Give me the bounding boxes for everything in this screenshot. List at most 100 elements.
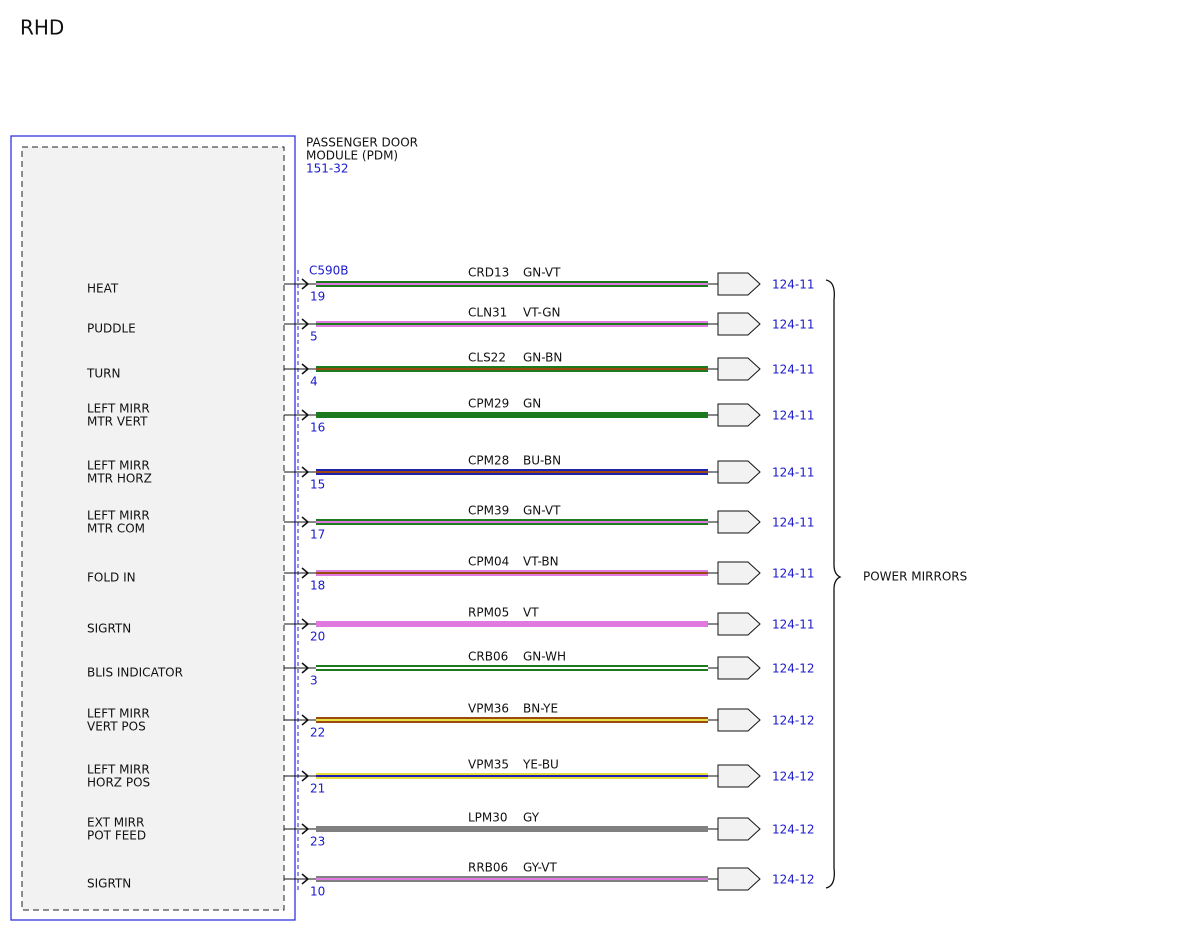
page-ref: 124-11	[772, 466, 815, 480]
circuit-label: MTR COM	[87, 522, 145, 536]
circuit-label: POT FEED	[87, 829, 146, 843]
wire-stripe	[316, 471, 708, 473]
pin-number: 16	[310, 421, 325, 435]
connector-symbol	[717, 312, 761, 336]
pin-arrow	[301, 618, 310, 630]
page-ref: 124-12	[772, 770, 815, 784]
circuit-number: CRB06	[468, 650, 508, 664]
circuit-number: CRD13	[468, 266, 509, 280]
pin-number: 15	[310, 478, 325, 492]
pin-arrow	[301, 662, 310, 674]
page-ref: 124-11	[772, 618, 815, 632]
pin-number: 18	[310, 579, 325, 593]
page-ref: 124-12	[772, 873, 815, 887]
circuit-label: TURN	[86, 367, 120, 381]
connector-symbol	[717, 612, 761, 636]
circuit-label: FOLD IN	[87, 571, 136, 585]
circuit-label: MTR VERT	[87, 415, 148, 429]
wire-color: BU-BN	[523, 454, 561, 468]
pin-number: 22	[310, 726, 325, 740]
circuit-label: HEAT	[87, 282, 119, 296]
group-brace	[825, 279, 842, 889]
circuit-number: CPM04	[468, 555, 509, 569]
module-ref: 151-32	[306, 162, 349, 176]
circuit-label: LEFT MIRR	[87, 509, 150, 523]
connector-symbol	[717, 460, 761, 484]
circuit-number: CPM28	[468, 454, 509, 468]
circuit-number: CPM29	[468, 397, 509, 411]
circuit-label: LEFT MIRR	[87, 763, 150, 777]
wire-stripe	[316, 323, 708, 325]
wire-color: GN-VT	[523, 504, 561, 518]
pin-number: 21	[310, 782, 325, 796]
circuit-label: BLIS INDICATOR	[87, 666, 183, 680]
pin-number: 4	[310, 375, 318, 389]
pin-number: 20	[310, 630, 325, 644]
circuit-label: LEFT MIRR	[87, 707, 150, 721]
wire-stripe	[316, 667, 708, 669]
pin-arrow	[301, 278, 310, 290]
connector-symbol	[717, 764, 761, 788]
wire-color: BN-YE	[523, 702, 558, 716]
circuit-number: LPM30	[468, 811, 508, 825]
wire-stripe	[316, 719, 708, 721]
circuit-label: SIGRTN	[87, 622, 131, 636]
pin-arrow	[301, 567, 310, 579]
connector-symbol	[717, 272, 761, 296]
wire-color: GN-BN	[523, 351, 562, 365]
page-ref: 124-11	[772, 363, 815, 377]
connector-id: C590B	[309, 264, 349, 278]
page-ref: 124-11	[772, 516, 815, 530]
circuit-label: LEFT MIRR	[87, 402, 150, 416]
wire-stripe	[316, 878, 708, 880]
connector-symbol	[717, 357, 761, 381]
pin-arrow	[301, 516, 310, 528]
pin-arrow	[301, 466, 310, 478]
circuit-label: EXT MIRR	[87, 816, 144, 830]
pin-arrow	[301, 823, 310, 835]
wire-color: GN	[523, 397, 541, 411]
circuit-number: RRB06	[468, 861, 508, 875]
circuit-number: VPM36	[468, 702, 509, 716]
pin-number: 19	[310, 290, 325, 304]
pin-arrow	[301, 770, 310, 782]
circuit-number: RPM05	[468, 606, 509, 620]
wire-color: VT	[523, 606, 539, 620]
circuit-label: HORZ POS	[87, 776, 150, 790]
connector-symbol	[717, 403, 761, 427]
connector-symbol	[717, 656, 761, 680]
wire-stripe	[316, 521, 708, 523]
wire-color: VT-BN	[523, 555, 559, 569]
wire-stripe	[316, 283, 708, 285]
pin-number: 17	[310, 528, 325, 542]
wire-stripe	[316, 623, 708, 625]
pin-number: 10	[310, 885, 325, 899]
pin-number: 23	[310, 835, 325, 849]
connector-symbol	[717, 510, 761, 534]
page-ref: 124-11	[772, 318, 815, 332]
wire-stripe	[316, 368, 708, 370]
pin-number: 3	[310, 674, 318, 688]
wire-color: GY-VT	[523, 861, 557, 875]
page-ref: 124-11	[772, 278, 815, 292]
pin-arrow	[301, 714, 310, 726]
wire-color: GN-VT	[523, 266, 561, 280]
wire-stripe	[316, 414, 708, 416]
circuit-number: CLS22	[468, 351, 506, 365]
page-ref: 124-11	[772, 567, 815, 581]
circuit-number: CPM39	[468, 504, 509, 518]
module-name: MODULE (PDM)	[306, 149, 398, 163]
connector-symbol	[717, 708, 761, 732]
circuit-label: MTR HORZ	[87, 472, 152, 486]
circuit-label: PUDDLE	[87, 322, 136, 336]
group-label: POWER MIRRORS	[863, 570, 967, 584]
page-ref: 124-12	[772, 714, 815, 728]
connector-symbol	[717, 817, 761, 841]
connector-symbol	[717, 867, 761, 891]
page-ref: 124-11	[772, 409, 815, 423]
pin-arrow	[301, 873, 310, 885]
wire-stripe	[316, 775, 708, 777]
circuit-label: LEFT MIRR	[87, 459, 150, 473]
wire-color: GN-WH	[523, 650, 566, 664]
